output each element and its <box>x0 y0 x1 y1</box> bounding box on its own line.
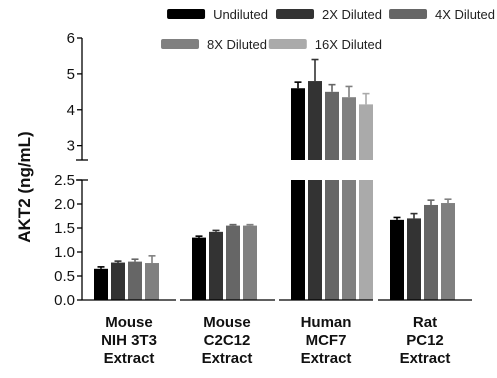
legend: Undiluted 2X Diluted 4X Diluted 8X Diluted 1… <box>161 7 495 52</box>
bar <box>209 231 223 300</box>
bar <box>226 225 240 300</box>
bar <box>94 268 108 300</box>
bar-group <box>145 255 159 300</box>
y-axis-title: AKT2 (ng/mL) <box>15 131 34 242</box>
bar-group <box>342 85 356 300</box>
bar-group <box>308 58 322 300</box>
bar-group <box>209 229 223 300</box>
bar-lower-segment <box>342 180 356 300</box>
legend-swatch <box>389 9 428 19</box>
x-category-label: Human MCF7 Extract <box>301 314 352 367</box>
legend-swatch <box>276 9 315 19</box>
bar-group <box>291 81 305 300</box>
bar <box>111 262 125 300</box>
y-tick-label: 1.5 <box>54 220 75 237</box>
y-tick-label: 2.0 <box>54 196 75 213</box>
bar-group <box>441 198 455 300</box>
y-axis: 0.0 0.5 1.0 1.5 2.0 2.5 3 4 5 6 <box>54 30 88 309</box>
bar-upper-segment <box>308 81 322 160</box>
bar <box>128 261 142 300</box>
legend-swatch <box>161 39 200 49</box>
legend-label: Undiluted <box>213 7 268 22</box>
bar-upper-segment <box>291 88 305 160</box>
legend-label: 16X Diluted <box>315 37 382 52</box>
x-category-label: Rat PC12 Extract <box>400 314 451 367</box>
bar-group <box>94 266 108 300</box>
bar-lower-segment <box>325 180 339 300</box>
bars <box>94 58 455 300</box>
bar-group <box>359 92 373 300</box>
y-tick-label: 1.0 <box>54 244 75 261</box>
y-tick-label: 2.5 <box>54 172 75 189</box>
bar-group <box>192 235 206 300</box>
y-tick-label: 0.5 <box>54 268 75 285</box>
x-category-label: Mouse C2C12 Extract <box>202 314 253 367</box>
bar-group <box>111 260 125 300</box>
bar <box>407 218 421 300</box>
bar <box>390 219 404 300</box>
legend-swatch <box>167 9 206 19</box>
y-tick-label: 4 <box>67 102 75 119</box>
bar-group <box>390 216 404 300</box>
y-tick-label: 6 <box>67 30 75 47</box>
legend-swatch <box>268 39 307 49</box>
bar-group <box>325 83 339 300</box>
bar <box>441 203 455 300</box>
bar <box>192 237 206 300</box>
bar-lower-segment <box>291 180 305 300</box>
x-axis-categories: Mouse NIH 3T3 Extract Mouse C2C12 Extract Huma… <box>82 299 472 367</box>
bar <box>243 225 257 300</box>
bar <box>145 263 159 300</box>
bar-upper-segment <box>359 104 373 160</box>
bar-group <box>128 258 142 300</box>
bar-lower-segment <box>359 180 373 300</box>
bar <box>424 204 438 300</box>
legend-label: 2X Diluted <box>322 7 382 22</box>
x-category-label: Mouse NIH 3T3 Extract <box>101 314 157 367</box>
y-tick-label: 0.0 <box>54 292 75 309</box>
y-tick-label: 5 <box>67 66 75 83</box>
bar-upper-segment <box>325 91 339 160</box>
bar-upper-segment <box>342 97 356 160</box>
y-tick-label: 3 <box>67 138 75 155</box>
legend-label: 4X Diluted <box>435 7 495 22</box>
bar-group <box>407 212 421 300</box>
legend-label: 8X Diluted <box>207 37 267 52</box>
bar-group <box>226 223 240 300</box>
bar-lower-segment <box>308 180 322 300</box>
bar-group <box>424 199 438 300</box>
bar-group <box>243 223 257 300</box>
